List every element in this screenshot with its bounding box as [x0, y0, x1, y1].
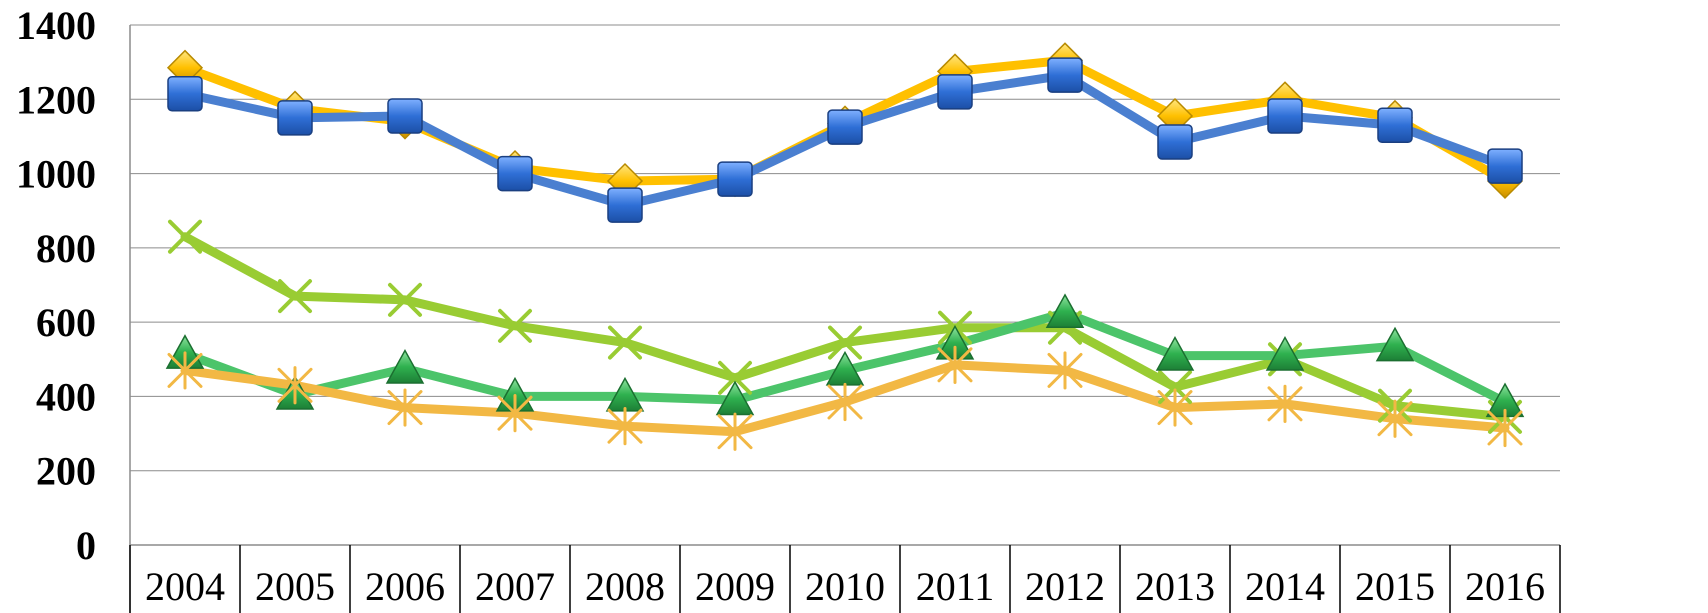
data-point-s3-2004-stroke [168, 219, 202, 254]
data-point-s2-2015 [1377, 107, 1413, 144]
data-point-s3-2008-stroke [608, 325, 642, 360]
y-tick-label-1400: 1400 [16, 3, 96, 48]
data-point-s5-2016 [1487, 408, 1523, 448]
data-point-s2-2013 [1157, 124, 1193, 160]
data-point-s5-2006 [387, 388, 423, 427]
data-point-s5-2012 [1047, 351, 1083, 390]
x-tick-label-2011: 2011 [916, 564, 995, 609]
data-point-s5-2015 [1377, 399, 1413, 438]
x-tick-label-2010: 2010 [805, 564, 885, 609]
x-tick-label-2006: 2006 [365, 564, 445, 609]
data-point-s4-2014 [1265, 336, 1305, 371]
data-point-s2-2004 [167, 75, 203, 112]
data-point-s2-2009 [717, 161, 753, 197]
data-point-s4-2013 [1155, 336, 1195, 371]
data-point-s3-2006 [388, 282, 422, 317]
data-point-s5-2004 [167, 351, 203, 390]
x-tick-label-2005: 2005 [255, 564, 335, 609]
y-tick-label-400: 400 [36, 374, 96, 419]
data-point-s5-2007 [497, 394, 533, 433]
data-point-s4-2012 [1045, 293, 1085, 329]
data-point-s5-2010 [827, 382, 863, 422]
x-tick-label-2009: 2009 [695, 564, 775, 609]
data-point-s2-2011 [937, 74, 973, 110]
x-tick-label-2016: 2016 [1465, 564, 1545, 609]
data-point-s5-2009 [717, 412, 753, 451]
data-point-s3-2004 [168, 219, 202, 254]
data-point-s3-2009 [718, 360, 752, 395]
data-point-s2-2005 [277, 100, 313, 136]
data-point-s5-2005 [277, 366, 313, 405]
data-point-s3-2005-stroke [278, 279, 312, 314]
data-point-s3-2005 [278, 279, 312, 314]
x-tick-label-2015: 2015 [1355, 564, 1435, 609]
data-point-s2-2007 [497, 155, 533, 192]
series-markers [165, 42, 1525, 451]
axes [129, 25, 1561, 613]
data-point-s3-2006-stroke [388, 282, 422, 317]
data-point-s2-2008 [607, 187, 643, 223]
data-point-s3-2010-stroke [828, 325, 862, 360]
y-tick-label-1000: 1000 [16, 152, 96, 197]
data-point-s5-2014 [1267, 384, 1303, 423]
y-axis-tick-labels: 0 200 400 600 800 1000 1200 1400 [16, 3, 96, 568]
x-tick-label-2007: 2007 [475, 564, 555, 609]
y-tick-label-0: 0 [76, 523, 96, 568]
y-tick-label-1200: 1200 [16, 77, 96, 122]
x-tick-label-2012: 2012 [1025, 564, 1105, 609]
x-tick-label-2004: 2004 [145, 564, 225, 609]
data-point-s4-2015 [1375, 326, 1415, 362]
data-point-s3-2007-stroke [498, 308, 532, 343]
data-point-s3-2007 [498, 308, 532, 343]
data-point-s2-2006 [387, 98, 423, 134]
data-point-s3-2008 [608, 325, 642, 360]
x-tick-label-2013: 2013 [1135, 564, 1215, 609]
x-tick-label-2008: 2008 [585, 564, 665, 609]
data-point-s5-2011 [937, 345, 973, 384]
data-point-s3-2010 [828, 325, 862, 360]
data-point-s4-2006 [385, 349, 425, 384]
data-point-s2-2010 [827, 109, 863, 145]
data-point-s2-2014 [1267, 98, 1303, 134]
x-axis-tick-labels: 2004 2005 2006 2007 2008 2009 2010 2011 2012 2013… [145, 564, 1545, 609]
y-tick-label-800: 800 [36, 226, 96, 271]
x-tick-label-2014: 2014 [1245, 564, 1325, 609]
data-point-s5-2008 [607, 407, 643, 446]
y-tick-label-200: 200 [36, 449, 96, 494]
data-point-s3-2009-stroke [718, 360, 752, 395]
data-point-s5-2013 [1157, 388, 1193, 427]
data-point-s2-2012 [1047, 57, 1083, 93]
y-tick-label-600: 600 [36, 300, 96, 345]
data-point-s2-2016 [1487, 148, 1523, 184]
